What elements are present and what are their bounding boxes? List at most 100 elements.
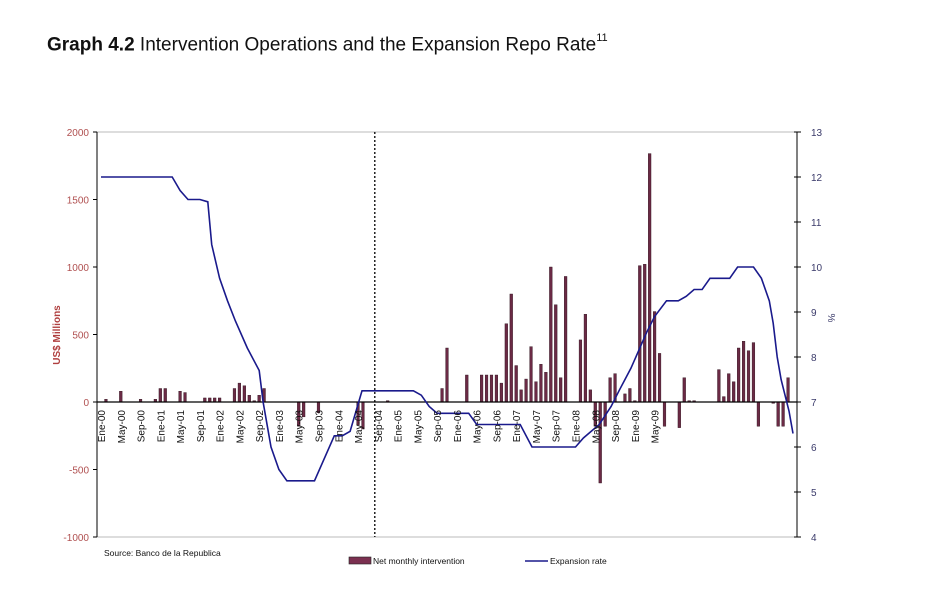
x-tick-label: May-02	[235, 410, 246, 444]
chart-title-footnote: 11	[596, 32, 608, 44]
bar	[504, 323, 508, 403]
x-tick-label: Ene-02	[216, 410, 227, 443]
bar	[786, 377, 790, 403]
x-tick-label: Sep-02	[255, 410, 266, 443]
bar	[440, 388, 444, 403]
bar	[638, 265, 642, 403]
bar	[208, 397, 212, 403]
bar	[480, 374, 484, 403]
left-tick-label: -1000	[63, 533, 89, 544]
left-tick-label: 1000	[67, 263, 90, 274]
right-axis-title: %	[825, 314, 836, 323]
bar	[662, 401, 667, 427]
bar	[776, 401, 780, 427]
bar	[742, 341, 746, 403]
chart-title-number: Graph 4.2	[47, 34, 135, 56]
bar	[648, 153, 652, 403]
bar	[628, 388, 632, 403]
bar	[514, 365, 518, 403]
bar	[119, 391, 123, 403]
bar	[489, 374, 494, 403]
bar	[534, 381, 538, 403]
bar	[163, 388, 167, 403]
bar	[722, 396, 726, 403]
x-tick-label: Sep-05	[433, 410, 444, 443]
left-tick-label: 1500	[67, 196, 90, 207]
bar	[717, 369, 721, 403]
right-tick-label: 8	[811, 353, 817, 364]
chart-title-text: Intervention Operations and the Expansio…	[134, 34, 597, 56]
bar	[242, 385, 246, 403]
bar	[677, 401, 681, 428]
right-tick-label: 13	[811, 128, 823, 139]
x-tick-label: Ene-01	[156, 410, 167, 443]
x-tick-label: Ene-04	[334, 410, 345, 443]
bar	[732, 381, 736, 403]
x-tick-label: May-09	[651, 410, 662, 444]
bar	[247, 395, 251, 403]
x-tick-label: Sep-08	[611, 410, 622, 443]
x-tick-label: Ene-08	[572, 410, 583, 443]
bar	[554, 304, 558, 403]
left-tick-label: -500	[69, 466, 89, 477]
labels: 2000 1500 1000 500 0 -500 -1000 13 12 11 10 9 8 7 6 5 4 U…	[52, 128, 836, 544]
x-tick-label: May-00	[117, 410, 128, 444]
x-tick-label: Ene-03	[275, 410, 286, 443]
bar	[549, 266, 553, 403]
bar	[751, 342, 756, 403]
bar	[746, 350, 751, 403]
x-tick-label: Sep-06	[492, 410, 503, 443]
bar	[727, 373, 731, 403]
right-tick-label: 11	[811, 218, 822, 229]
bar	[539, 364, 543, 403]
bar	[509, 293, 513, 403]
left-tick-label: 0	[83, 398, 89, 409]
bar	[544, 372, 548, 403]
bar	[737, 347, 741, 403]
bar	[484, 374, 489, 403]
bar	[445, 347, 449, 403]
bar	[499, 382, 503, 403]
legend: Net monthly intervention Expansion rate	[348, 556, 607, 566]
bar	[232, 388, 237, 403]
source-note: Source: Banco de la Republica	[104, 548, 221, 558]
bar	[623, 393, 627, 403]
chart-title: Graph 4.2 Intervention Operations and th…	[47, 32, 608, 56]
bar	[657, 353, 662, 403]
x-tick-label: May-05	[413, 410, 424, 444]
bar	[653, 311, 657, 403]
bar	[608, 377, 612, 403]
x-tick-label: May-03	[295, 410, 306, 444]
x-tick-label: May-06	[473, 410, 484, 444]
line-series	[101, 176, 794, 482]
x-tick-label: Ene-06	[453, 410, 464, 443]
x-tick-label: Ene-09	[631, 410, 642, 443]
bar	[203, 397, 207, 403]
right-tick-label: 7	[811, 398, 817, 409]
bar	[682, 377, 686, 403]
x-tick-label: Sep-07	[552, 410, 563, 443]
bar	[257, 395, 261, 403]
bar	[583, 314, 587, 403]
right-tick-label: 6	[811, 443, 817, 454]
plot-frame	[97, 131, 797, 538]
bar	[237, 382, 241, 403]
axes	[93, 131, 801, 538]
bar	[183, 392, 187, 403]
bar	[213, 397, 217, 403]
bar	[559, 377, 563, 403]
right-tick-label: 4	[811, 533, 817, 544]
bar	[781, 401, 785, 427]
bar	[465, 374, 469, 403]
bar	[519, 389, 523, 403]
x-tick-label: May-04	[354, 410, 365, 444]
x-tick-label: Ene-07	[512, 410, 523, 443]
bar	[158, 388, 162, 403]
left-tick-label: 2000	[67, 128, 90, 139]
x-tick-label: Sep-01	[196, 410, 207, 443]
x-tick-label: May-08	[591, 410, 602, 444]
x-tick-label: Ene-05	[394, 410, 405, 443]
bar	[756, 401, 760, 427]
legend-line-label: Expansion rate	[550, 556, 607, 566]
